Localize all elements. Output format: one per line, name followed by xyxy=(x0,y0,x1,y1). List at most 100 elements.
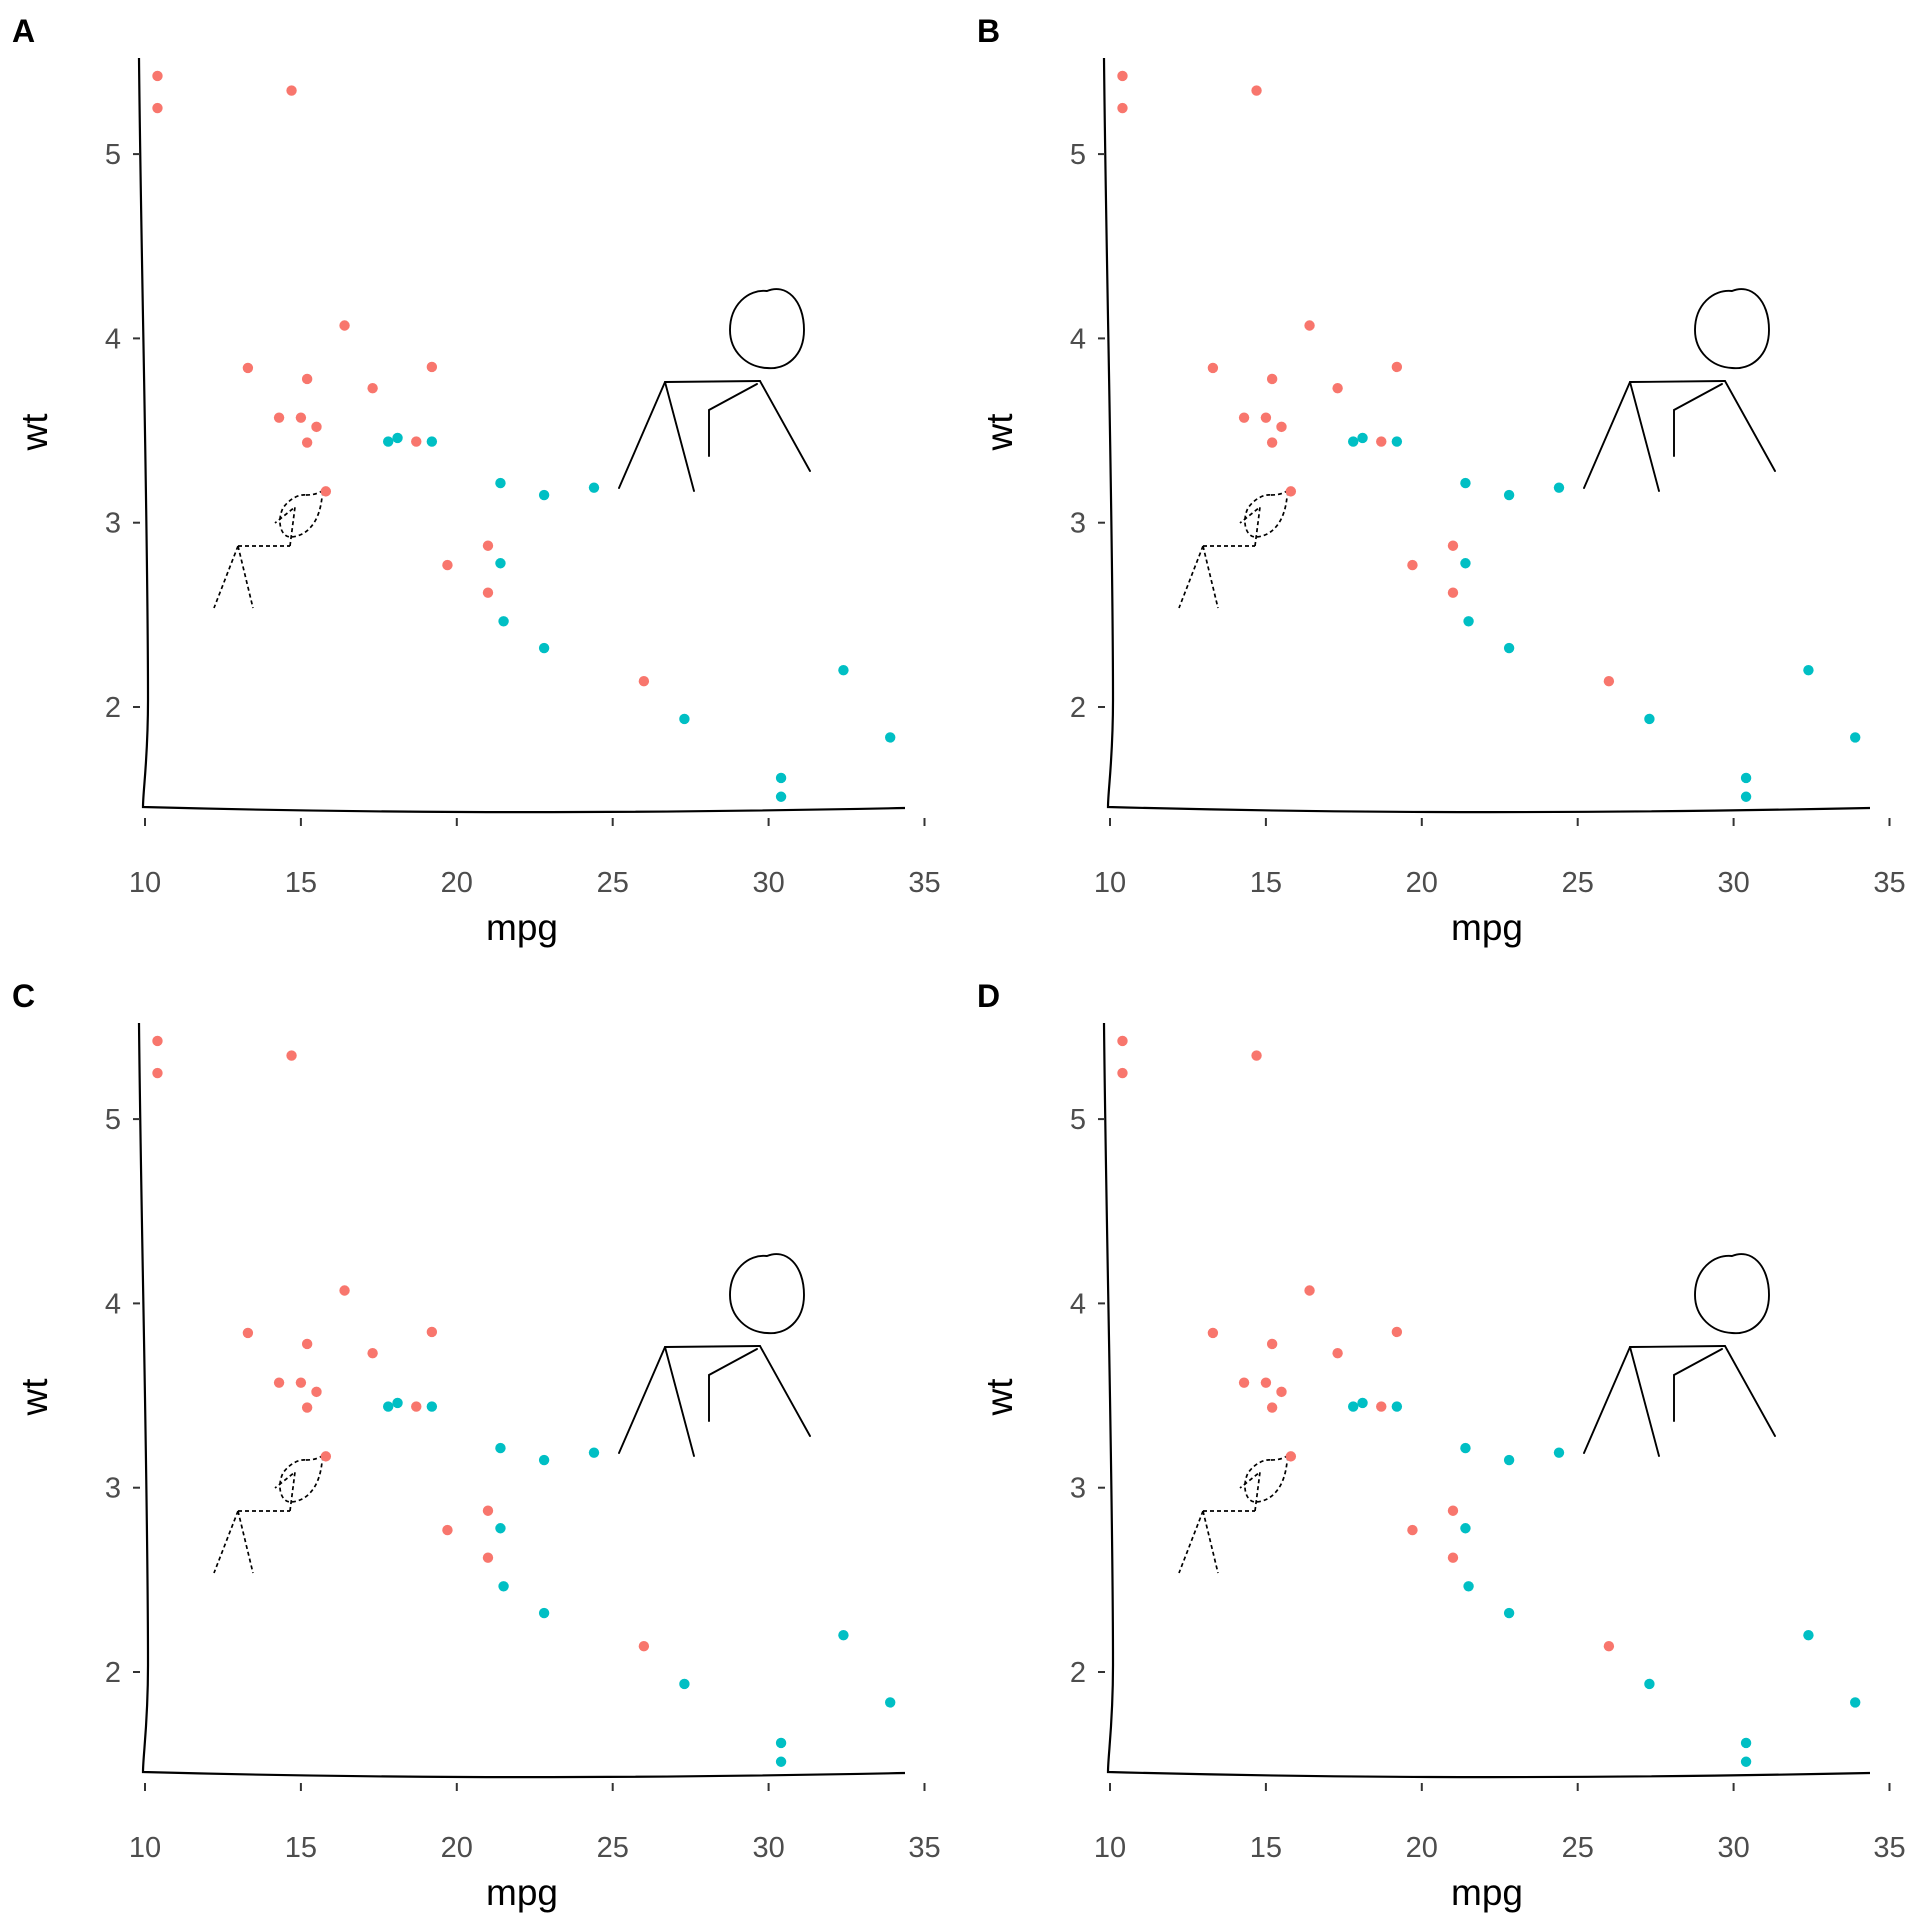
data-point xyxy=(1391,361,1403,373)
data-point xyxy=(1260,1377,1272,1388)
data-point xyxy=(152,70,163,82)
x-tick-label: 30 xyxy=(752,1832,784,1864)
x-tick-label: 25 xyxy=(597,1832,629,1864)
panel-a: A 2 3 4 5 10 15 20 25 30 35 mpg wt xyxy=(12,13,941,948)
data-point xyxy=(301,1402,313,1413)
data-point xyxy=(538,642,550,654)
data-point xyxy=(411,436,422,447)
data-point xyxy=(442,1524,453,1536)
stick-arm xyxy=(759,380,811,472)
data-point xyxy=(1304,1285,1315,1296)
stick-shoulders xyxy=(664,380,761,383)
stick-head xyxy=(1694,288,1770,370)
data-point xyxy=(1285,1451,1297,1462)
data-point xyxy=(498,1581,509,1592)
stick-arm xyxy=(1724,1345,1776,1437)
stick-left-leg-dashed xyxy=(213,545,239,609)
data-point xyxy=(482,1552,494,1563)
data-point xyxy=(1460,1442,1471,1454)
panel-tag: A xyxy=(12,13,35,49)
y-axis-title: wt xyxy=(14,1378,55,1417)
data-point xyxy=(1251,85,1262,96)
data-point xyxy=(311,421,322,433)
stick-left-leg-dashed xyxy=(1178,1510,1204,1574)
data-point xyxy=(1357,432,1368,444)
data-point xyxy=(588,1447,600,1458)
data-point xyxy=(1348,1401,1359,1412)
axis-lines xyxy=(137,1022,906,1779)
x-tick-label: 30 xyxy=(1717,1832,1749,1864)
stick-right-leg xyxy=(664,1346,695,1457)
data-point xyxy=(1553,1447,1565,1458)
stick-right-leg xyxy=(664,381,695,492)
data-point xyxy=(1447,587,1459,598)
data-point xyxy=(273,412,285,423)
data-point xyxy=(482,1505,494,1516)
x-tick-label: 10 xyxy=(1094,867,1126,899)
data-point xyxy=(538,489,550,501)
data-point xyxy=(838,664,849,676)
data-point xyxy=(242,1327,254,1339)
data-point xyxy=(152,1067,163,1079)
stick-right-leg xyxy=(1629,1346,1660,1457)
data-point xyxy=(301,437,313,448)
data-point xyxy=(1117,102,1128,114)
data-point xyxy=(495,1523,506,1534)
data-point xyxy=(1117,70,1128,82)
data-point xyxy=(1238,1377,1250,1388)
data-point xyxy=(426,1326,438,1338)
data-point xyxy=(1460,558,1471,569)
data-point xyxy=(1850,732,1861,743)
data-point xyxy=(1238,412,1250,423)
stick-other-arm xyxy=(708,1348,758,1422)
data-point xyxy=(295,412,307,423)
stick-other-arm xyxy=(708,383,758,457)
data-point xyxy=(1553,482,1565,493)
data-point xyxy=(367,382,378,394)
data-point xyxy=(1117,1035,1128,1047)
stick-right-leg xyxy=(1629,381,1660,492)
stick-right-leg-dashed xyxy=(237,545,254,609)
x-tick-label: 25 xyxy=(1562,1832,1594,1864)
data-point xyxy=(1803,1629,1814,1641)
data-point xyxy=(1266,1338,1278,1350)
stick-arm-dashed xyxy=(1239,505,1262,547)
data-point xyxy=(1376,436,1387,447)
stick-arm-dashed xyxy=(1239,1470,1262,1512)
data-point xyxy=(1276,1386,1287,1398)
data-point xyxy=(301,373,313,385)
data-point xyxy=(1644,1678,1655,1690)
data-point xyxy=(1463,616,1474,627)
data-point xyxy=(286,1050,297,1061)
data-point xyxy=(1391,1326,1403,1338)
data-point xyxy=(1447,540,1459,551)
stick-figure-solid xyxy=(1583,288,1776,492)
y-tick-label: 4 xyxy=(1070,323,1086,355)
data-point xyxy=(411,1401,422,1412)
x-tick-label: 35 xyxy=(908,1832,940,1864)
data-point xyxy=(1447,1505,1459,1516)
data-point xyxy=(426,1401,438,1412)
data-point xyxy=(1348,436,1359,447)
panel-tag: D xyxy=(977,978,1000,1014)
y-tick-label: 4 xyxy=(1070,1288,1086,1320)
stick-head-dashed xyxy=(279,488,325,538)
data-point xyxy=(1207,362,1219,374)
panel-c: C 2 3 4 5 10 15 20 25 30 35 mpg wt xyxy=(12,978,941,1913)
data-point xyxy=(1266,373,1278,385)
data-point xyxy=(538,1454,550,1466)
stick-shoulders xyxy=(664,1345,761,1348)
data-point xyxy=(426,361,438,373)
stick-left-leg xyxy=(618,1346,666,1454)
data-point xyxy=(775,772,787,784)
stick-arm-dashed xyxy=(274,505,297,547)
axis-lines xyxy=(137,57,906,814)
data-point xyxy=(775,791,787,802)
data-point xyxy=(383,436,394,447)
y-tick-label: 5 xyxy=(1070,1104,1086,1136)
y-tick-label: 2 xyxy=(105,1657,121,1689)
data-point xyxy=(392,1397,403,1409)
stick-figure-dashed xyxy=(213,488,325,609)
data-point xyxy=(1503,642,1515,654)
stick-arm xyxy=(759,1345,811,1437)
